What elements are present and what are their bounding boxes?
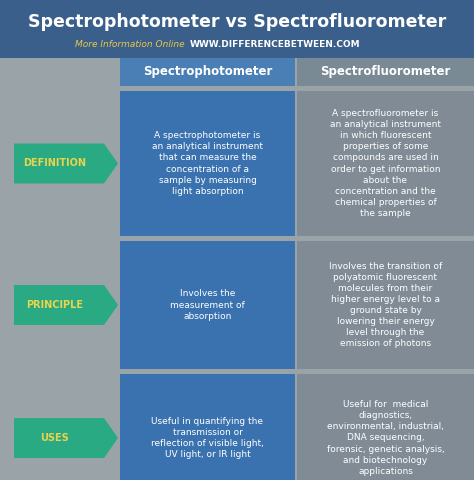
Bar — [120, 58, 295, 86]
Text: Involves the transition of
polyatomic fluorescent
molecules from their
higher en: Involves the transition of polyatomic fl… — [329, 262, 442, 348]
Bar — [120, 241, 295, 369]
Text: WWW.DIFFERENCEBETWEEN.COM: WWW.DIFFERENCEBETWEEN.COM — [190, 39, 361, 48]
Bar — [297, 58, 474, 86]
Bar — [0, 374, 118, 480]
Bar — [0, 91, 118, 236]
Bar — [0, 58, 118, 86]
Text: Useful for  medical
diagnostics,
environmental, industrial,
DNA sequencing,
fore: Useful for medical diagnostics, environm… — [327, 400, 444, 476]
Text: Spectrophotometer: Spectrophotometer — [143, 65, 272, 79]
Polygon shape — [14, 144, 118, 183]
Text: More Information Online: More Information Online — [75, 39, 185, 48]
Polygon shape — [14, 418, 118, 458]
Text: Involves the
measurement of
absorption: Involves the measurement of absorption — [170, 289, 245, 321]
Bar — [297, 374, 474, 480]
Text: Spectrophotometer vs Spectrofluorometer: Spectrophotometer vs Spectrofluorometer — [28, 13, 446, 31]
Text: A spectrophotometer is
an analytical instrument
that can measure the
concentrati: A spectrophotometer is an analytical ins… — [152, 131, 263, 196]
Bar — [297, 241, 474, 369]
Polygon shape — [14, 285, 118, 325]
Bar — [120, 374, 295, 480]
Text: PRINCIPLE: PRINCIPLE — [27, 300, 83, 310]
Text: Spectrofluorometer: Spectrofluorometer — [320, 65, 451, 79]
Bar — [120, 91, 295, 236]
Text: DEFINITION: DEFINITION — [24, 158, 86, 168]
Bar — [0, 0, 474, 58]
Bar — [297, 91, 474, 236]
Text: Useful in quantifying the
transmission or
reflection of visible light,
UV light,: Useful in quantifying the transmission o… — [151, 417, 264, 459]
Bar — [0, 241, 118, 369]
Text: A spectrofluorometer is
an analytical instrument
in which fluorescent
properties: A spectrofluorometer is an analytical in… — [330, 109, 441, 218]
Text: USES: USES — [41, 433, 69, 443]
